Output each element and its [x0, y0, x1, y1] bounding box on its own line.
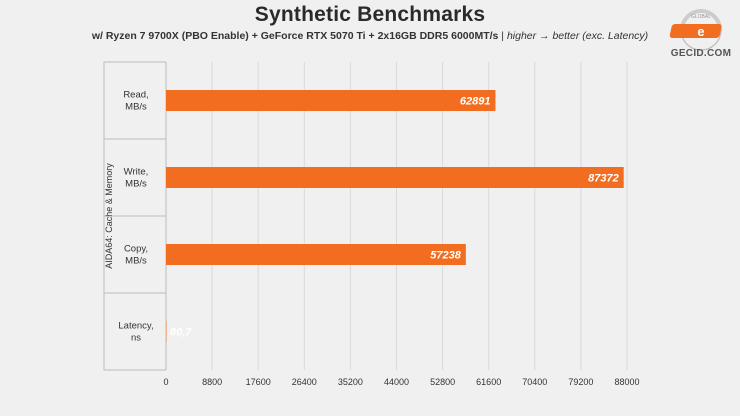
category-label-line: ns: [131, 333, 141, 344]
gecid-logo: e GLOBAL: [669, 9, 722, 51]
category-label: Latency, ns: [118, 321, 153, 344]
x-tick-label: 70400: [522, 377, 547, 387]
x-tick-label: 17600: [246, 377, 271, 387]
category-label: Read, MB/s: [123, 90, 148, 113]
chart-title: Synthetic Benchmarks: [254, 3, 486, 26]
x-tick-labels: 0 8800 17600 26400 35200 44000 52800 61600 70400…: [163, 377, 639, 387]
bars: 62891 87372 57238 80,7: [166, 90, 624, 342]
bar: [166, 244, 466, 265]
x-tick-label: 0: [163, 377, 168, 387]
category-label: Write, MB/s: [124, 167, 149, 190]
subtitle-note: higher → better (exc. Latency): [506, 30, 649, 42]
category-label-line: Read,: [123, 90, 148, 101]
subtitle-separator: |: [498, 30, 507, 42]
data-label: 80,7: [170, 327, 192, 339]
logo-text: GECID.COM: [670, 48, 732, 59]
x-tick-label: 52800: [430, 377, 455, 387]
category-label-line: MB/s: [125, 102, 147, 113]
subtitle-config: w/ Ryzen 7 9700X (PBO Enable) + GeForce …: [91, 30, 499, 42]
data-label: 87372: [588, 173, 619, 185]
logo-ring-text: GLOBAL: [691, 14, 711, 20]
x-tick-label: 26400: [292, 377, 317, 387]
group-label: AIDA64: Cache & Memory: [104, 163, 114, 269]
x-tick-label: 61600: [476, 377, 501, 387]
bar: [166, 167, 624, 188]
category-label-line: Write,: [124, 167, 149, 178]
x-tick-label: 88000: [614, 377, 639, 387]
data-label: 57238: [430, 250, 461, 262]
data-label: 62891: [460, 96, 491, 108]
chart-subtitle: w/ Ryzen 7 9700X (PBO Enable) + GeForce …: [0, 30, 740, 42]
bar: [166, 90, 496, 111]
category-label-line: Latency,: [118, 321, 153, 332]
category-label: Copy, MB/s: [124, 244, 148, 267]
x-tick-label: 44000: [384, 377, 409, 387]
category-label-line: MB/s: [125, 179, 147, 190]
category-axis: [103, 61, 167, 371]
x-tick-label: 79200: [568, 377, 593, 387]
x-tick-label: 35200: [338, 377, 363, 387]
category-label-line: MB/s: [125, 256, 147, 267]
logo-mark: e: [697, 24, 704, 39]
category-label-line: Copy,: [124, 244, 148, 255]
x-tick-label: 8800: [202, 377, 222, 387]
